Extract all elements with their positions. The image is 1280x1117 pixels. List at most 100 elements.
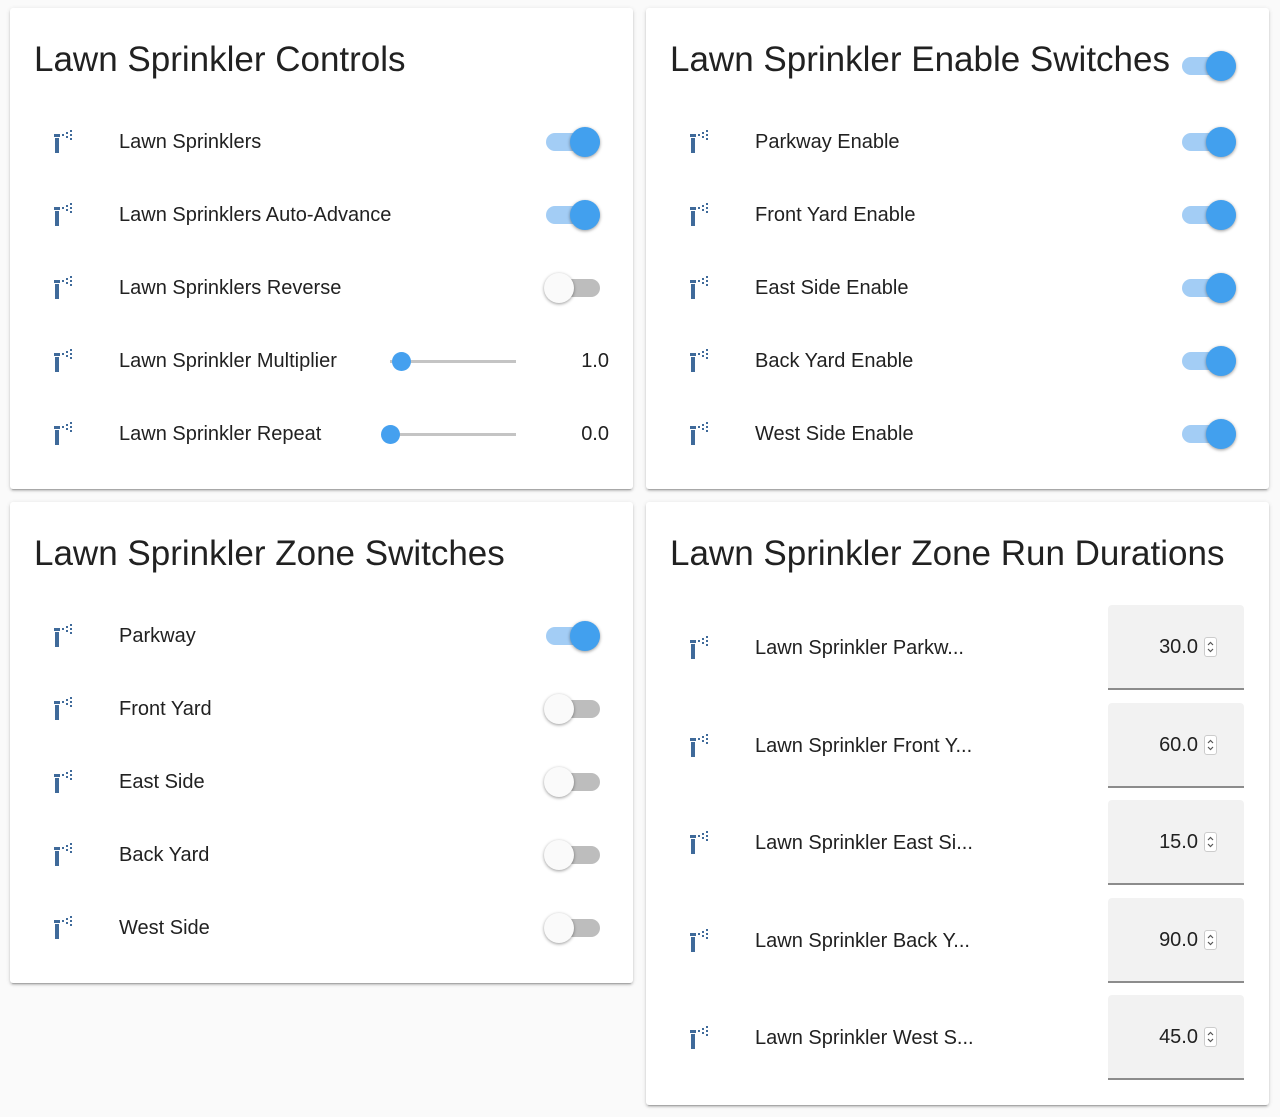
sprinkler-icon [688, 422, 712, 446]
toggle-thumb[interactable] [1206, 127, 1236, 157]
entity-label[interactable]: Back Yard Enable [755, 350, 914, 372]
entity-toggle[interactable] [544, 617, 602, 651]
entity-label[interactable]: Lawn Sprinkler Parkw... [755, 637, 964, 659]
sprinkler-icon [688, 130, 712, 154]
entity-toggle[interactable] [544, 123, 602, 157]
sprinkler-icon [52, 624, 76, 648]
entity-row: Lawn Sprinkler Multiplier 1.0 [10, 341, 633, 381]
entity-toggle[interactable] [1180, 415, 1238, 449]
entity-row: Back Yard [10, 835, 633, 875]
number-value[interactable]: 15.0 [1159, 831, 1198, 853]
entity-label[interactable]: Lawn Sprinklers Reverse [119, 277, 342, 299]
toggle-thumb[interactable] [1206, 273, 1236, 303]
toggle-thumb[interactable] [544, 913, 574, 943]
number-value[interactable]: 90.0 [1159, 929, 1198, 951]
toggle-thumb[interactable] [1206, 51, 1236, 81]
entity-row: Lawn Sprinkler West S... 45.0 [646, 995, 1269, 1080]
number-value[interactable]: 45.0 [1159, 1026, 1198, 1048]
toggle-thumb[interactable] [570, 127, 600, 157]
entity-row: Lawn Sprinkler Repeat 0.0 [10, 414, 633, 454]
entity-label[interactable]: East Side [119, 771, 205, 793]
toggle-thumb[interactable] [544, 694, 574, 724]
slider-value: 1.0 [581, 350, 609, 372]
card-3: Lawn Sprinkler Zone Run Durations Lawn Sp… [646, 502, 1269, 1105]
toggle-thumb[interactable] [544, 273, 574, 303]
entity-row: Parkway [10, 616, 633, 656]
entity-label[interactable]: Lawn Sprinkler East Si... [755, 832, 973, 854]
entity-label[interactable]: Parkway [119, 625, 196, 647]
toggle-thumb[interactable] [1206, 200, 1236, 230]
number-input[interactable]: 15.0 [1108, 800, 1244, 885]
number-value[interactable]: 60.0 [1159, 734, 1198, 756]
entity-row: Lawn Sprinklers Auto-Advance [10, 195, 633, 235]
entity-label[interactable]: Front Yard [119, 698, 212, 720]
sprinkler-icon [688, 636, 712, 660]
sprinkler-icon [688, 734, 712, 758]
toggle-thumb[interactable] [544, 840, 574, 870]
toggle-thumb[interactable] [570, 621, 600, 651]
sprinkler-icon [52, 697, 76, 721]
entity-label[interactable]: Front Yard Enable [755, 204, 916, 226]
slider-thumb[interactable] [392, 352, 412, 371]
entity-label[interactable]: Lawn Sprinkler West S... [755, 1027, 974, 1049]
toggle-thumb[interactable] [1206, 346, 1236, 376]
number-value[interactable]: 30.0 [1159, 636, 1198, 658]
entity-toggle[interactable] [544, 763, 602, 797]
sprinkler-icon [688, 1026, 712, 1050]
sprinkler-icon [688, 831, 712, 855]
card-0: Lawn Sprinkler Controls Lawn Sprinklers La… [10, 8, 633, 489]
entity-toggle[interactable] [544, 690, 602, 724]
entity-row: Parkway Enable [646, 122, 1269, 162]
entity-row: Lawn Sprinkler Back Y... 90.0 [646, 898, 1269, 983]
sprinkler-icon [52, 203, 76, 227]
entity-toggle[interactable] [1180, 342, 1238, 376]
entity-label[interactable]: Back Yard [119, 844, 210, 866]
sprinkler-icon [52, 130, 76, 154]
sprinkler-icon [52, 770, 76, 794]
entity-toggle[interactable] [544, 909, 602, 943]
spinner-icon[interactable] [1204, 735, 1217, 755]
entity-label[interactable]: Lawn Sprinkler Front Y... [755, 735, 973, 757]
spinner-icon[interactable] [1204, 1027, 1217, 1047]
toggle-thumb[interactable] [1206, 419, 1236, 449]
entity-slider[interactable] [390, 352, 516, 371]
number-input[interactable]: 90.0 [1108, 898, 1244, 983]
number-input[interactable]: 45.0 [1108, 995, 1244, 1080]
card-title: Lawn Sprinkler Controls [34, 40, 406, 79]
entity-label[interactable]: West Side Enable [755, 423, 914, 445]
entity-toggle[interactable] [1180, 123, 1238, 157]
entity-label[interactable]: Lawn Sprinkler Repeat [119, 423, 322, 445]
spinner-icon[interactable] [1204, 832, 1217, 852]
entity-toggle[interactable] [544, 196, 602, 230]
number-input[interactable]: 60.0 [1108, 703, 1244, 788]
entity-label[interactable]: Parkway Enable [755, 131, 900, 153]
entity-row: Lawn Sprinkler East Si... 15.0 [646, 800, 1269, 885]
entity-label[interactable]: West Side [119, 917, 210, 939]
entity-row: East Side Enable [646, 268, 1269, 308]
card-title: Lawn Sprinkler Zone Switches [34, 534, 505, 573]
entity-label[interactable]: East Side Enable [755, 277, 909, 299]
sprinkler-icon [52, 843, 76, 867]
number-input[interactable]: 30.0 [1108, 605, 1244, 690]
entity-row: Lawn Sprinkler Front Y... 60.0 [646, 703, 1269, 788]
sprinkler-icon [688, 349, 712, 373]
toggle-thumb[interactable] [544, 767, 574, 797]
spinner-icon[interactable] [1204, 637, 1217, 657]
sprinkler-icon [52, 916, 76, 940]
spinner-icon[interactable] [1204, 930, 1217, 950]
entity-row: Front Yard Enable [646, 195, 1269, 235]
entity-label[interactable]: Lawn Sprinkler Multiplier [119, 350, 337, 372]
entity-toggle[interactable] [1180, 196, 1238, 230]
entity-label[interactable]: Lawn Sprinkler Back Y... [755, 930, 970, 952]
toggle-thumb[interactable] [570, 200, 600, 230]
card-title: Lawn Sprinkler Zone Run Durations [670, 534, 1225, 573]
entity-toggle[interactable] [544, 836, 602, 870]
entity-label[interactable]: Lawn Sprinklers [119, 131, 262, 153]
entity-toggle[interactable] [1180, 269, 1238, 303]
header-toggle[interactable] [1180, 47, 1238, 81]
slider-thumb[interactable] [381, 425, 400, 444]
sprinkler-icon [52, 276, 76, 300]
entity-slider[interactable] [381, 425, 516, 444]
entity-toggle[interactable] [544, 269, 602, 303]
entity-label[interactable]: Lawn Sprinklers Auto-Advance [119, 204, 392, 226]
